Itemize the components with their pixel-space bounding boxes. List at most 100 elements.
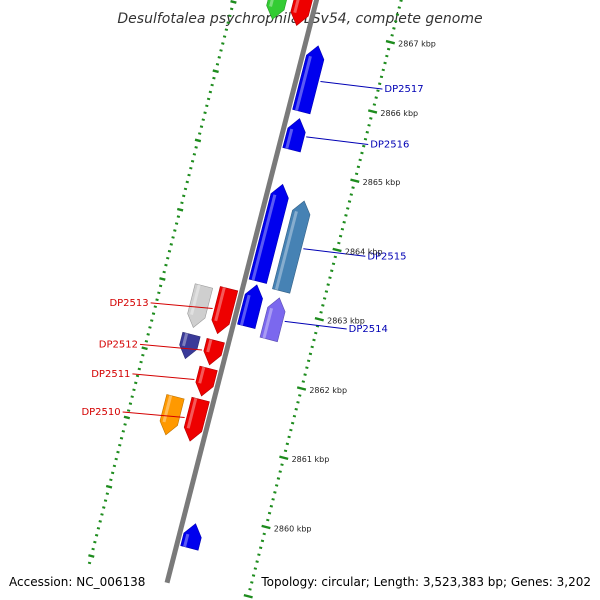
inner-ring-tick xyxy=(221,42,225,45)
outer-ring-tick xyxy=(362,144,366,148)
inner-ring-tick xyxy=(173,229,177,232)
kbp-tick-labels: 2860 kbp 2861 kbp 2862 kbp 2863 kbp 2864 kbp… xyxy=(274,40,436,534)
outer-ring-tick xyxy=(258,546,263,550)
inner-ring-tick xyxy=(151,312,156,315)
inner-ring-tick xyxy=(203,111,207,115)
outer-ring-tick xyxy=(314,331,318,335)
inner-ring-tick xyxy=(141,346,148,351)
gene-gloss xyxy=(206,339,213,353)
outer-ring-tick xyxy=(356,165,361,169)
outer-ring-tick xyxy=(324,290,329,293)
outer-ring-tick xyxy=(342,220,346,224)
inner-ring-tick xyxy=(116,450,120,454)
inner-ring-tick xyxy=(212,69,219,74)
outer-ring-tick xyxy=(354,172,359,176)
outer-ring-tick xyxy=(363,137,368,141)
gene-arrow-unlabeled-2 xyxy=(159,394,185,436)
outer-ring-tick xyxy=(365,130,369,134)
outer-ring-tick xyxy=(273,491,277,494)
inner-ring-tick xyxy=(199,125,204,128)
inner-ring-tick xyxy=(110,471,115,475)
tick-label-2864: 2864 kbp xyxy=(345,247,383,256)
outer-ring-tick xyxy=(257,553,261,557)
inner-ring-tick xyxy=(96,526,101,530)
outer-ring-tick xyxy=(340,227,345,231)
gene-label-DP2512: DP2512 xyxy=(99,339,138,350)
inner-ring-tick xyxy=(153,305,157,309)
tick-label-2866: 2866 kbp xyxy=(380,109,418,118)
outer-ring-tick xyxy=(399,0,403,3)
inner-ring-tick xyxy=(169,243,173,246)
inner-ring-tick xyxy=(141,353,145,357)
outer-ring-tick xyxy=(337,241,341,245)
inner-ring-tick xyxy=(105,484,113,489)
outer-ring-tick xyxy=(350,178,360,184)
tick-label-2861: 2861 kbp xyxy=(292,455,330,464)
outer-ring-tick xyxy=(250,581,254,584)
outer-ring-tick xyxy=(296,386,307,391)
gene-arrow-unlabeled-15 xyxy=(266,0,287,20)
inner-ring-tick xyxy=(176,215,181,218)
gene-label-DP2511: DP2511 xyxy=(91,369,130,380)
inner-ring-tick xyxy=(103,499,108,502)
outer-ring-tick xyxy=(266,518,270,522)
outer-ring-tick xyxy=(322,297,327,300)
gene-label-DP2517: DP2517 xyxy=(384,84,423,95)
inner-ring-tick xyxy=(230,0,237,4)
outer-ring-tick xyxy=(349,193,353,196)
genome-summary-text: Topology: circular; Length: 3,523,383 bp… xyxy=(260,575,591,589)
outer-ring-tick xyxy=(287,435,291,439)
inner-ring-tick xyxy=(123,415,131,420)
inner-ring-tick xyxy=(128,402,133,405)
gene-arrow-unlabeled-5 xyxy=(179,331,201,360)
inner-ring-tick xyxy=(100,513,104,516)
outer-ring-tick xyxy=(326,283,330,286)
gene-gloss xyxy=(183,533,190,548)
callout-line-DP2510 xyxy=(122,411,185,419)
inner-ring-tick xyxy=(162,270,166,274)
gene-arrow-DP2516 xyxy=(282,118,306,153)
tick-label-2862: 2862 kbp xyxy=(309,386,347,395)
gene-arrow-DP2512 xyxy=(203,338,225,366)
inner-ring-tick xyxy=(94,533,99,537)
inner-ring-tick xyxy=(98,520,102,523)
outer-ring-tick xyxy=(386,47,391,51)
gene-gloss xyxy=(214,287,226,322)
inner-ring-tick xyxy=(176,207,184,212)
outer-ring-tick xyxy=(278,470,282,473)
outer-ring-tick xyxy=(374,96,378,99)
gene-gloss xyxy=(285,128,294,149)
inner-ring-tick xyxy=(146,333,150,336)
gene-features xyxy=(159,0,325,551)
inner-ring-tick xyxy=(208,90,213,94)
callout-line-DP2513 xyxy=(150,302,213,309)
gene-gloss xyxy=(198,366,206,384)
inner-ring-tick xyxy=(222,35,227,38)
gene-gloss xyxy=(186,397,198,429)
inner-ring-tick xyxy=(139,360,143,364)
callout-line-DP2517 xyxy=(320,80,383,90)
outer-ring-tick xyxy=(285,442,290,446)
outer-ring-tick xyxy=(301,380,306,383)
inner-ring-tick xyxy=(229,7,234,11)
inner-ring-tick xyxy=(158,284,163,288)
outer-ring-tick xyxy=(383,61,387,65)
gene-gloss xyxy=(262,307,274,339)
inner-ring-tick xyxy=(88,554,95,558)
outer-ring-tick xyxy=(274,484,279,487)
outer-ring-tick xyxy=(283,449,288,453)
outer-ring-tick xyxy=(394,20,398,23)
inner-ring-tick xyxy=(114,457,118,461)
gene-label-DP2513: DP2513 xyxy=(109,298,148,309)
inner-ring-tick xyxy=(119,436,124,440)
inner-ring-tick xyxy=(192,152,197,156)
outer-ring-tick xyxy=(308,352,313,356)
outer-ring-tick xyxy=(305,366,309,370)
outer-ring-tick xyxy=(395,13,400,16)
inner-ring-tick xyxy=(166,256,170,260)
outer-ring-tick xyxy=(351,186,355,189)
outer-ring-tick xyxy=(328,276,332,280)
outer-ring-tick xyxy=(312,338,316,342)
gene-gloss xyxy=(240,294,251,326)
gene-arrow-DP2514 xyxy=(259,297,286,343)
